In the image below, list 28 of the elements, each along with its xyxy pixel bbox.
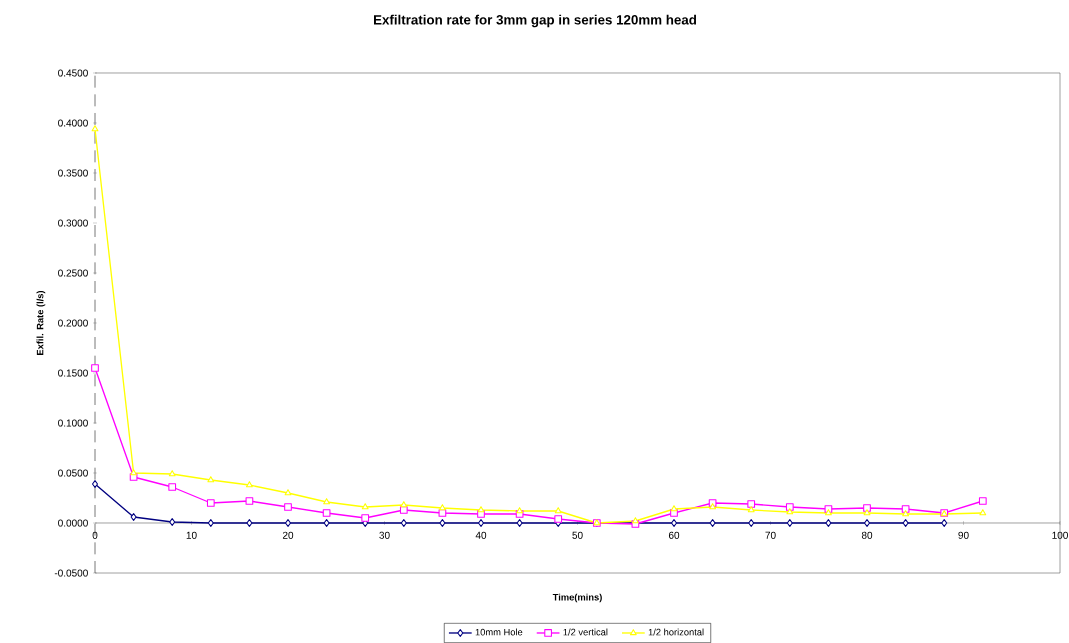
- legend-label: 10mm Hole: [475, 628, 523, 636]
- x-tick-label: 40: [475, 531, 487, 539]
- y-tick-label: 0.1000: [58, 419, 88, 427]
- y-tick-label: 0.1500: [58, 369, 88, 377]
- x-tick-label: 10: [186, 531, 197, 539]
- y-tick-label: 0.0500: [58, 469, 88, 477]
- y-tick-label: 0.0000: [58, 519, 88, 527]
- y-tick-label: 0.4500: [58, 69, 88, 77]
- chart-title: Exfiltration rate for 3mm gap in series 120mm head: [374, 14, 697, 28]
- x-axis-title: Time(mins): [552, 593, 602, 603]
- x-tick-label: 100: [1052, 531, 1068, 539]
- x-tick-label: 50: [572, 531, 583, 539]
- x-tick-label: 20: [282, 531, 294, 539]
- x-tick-label: 70: [765, 531, 776, 539]
- y-tick-label: -0.0500: [54, 569, 88, 577]
- y-tick-label: 0.3500: [58, 169, 88, 177]
- x-tick-label: 0: [92, 531, 98, 539]
- legend-label: 1/2 horizontal: [648, 628, 704, 636]
- y-axis-title: Exfil. Rate (l/s): [36, 290, 46, 355]
- legend-label: 1/2 vertical: [563, 628, 608, 636]
- y-tick-label: 0.3000: [58, 219, 88, 227]
- y-tick-label: 0.2000: [58, 319, 88, 327]
- x-tick-label: 90: [958, 531, 969, 539]
- y-tick-label: 0.4000: [58, 119, 88, 127]
- x-tick-label: 30: [379, 531, 390, 539]
- x-tick-label: 80: [861, 531, 873, 539]
- x-tick-label: 60: [668, 531, 680, 539]
- y-tick-label: 0.2500: [58, 269, 88, 277]
